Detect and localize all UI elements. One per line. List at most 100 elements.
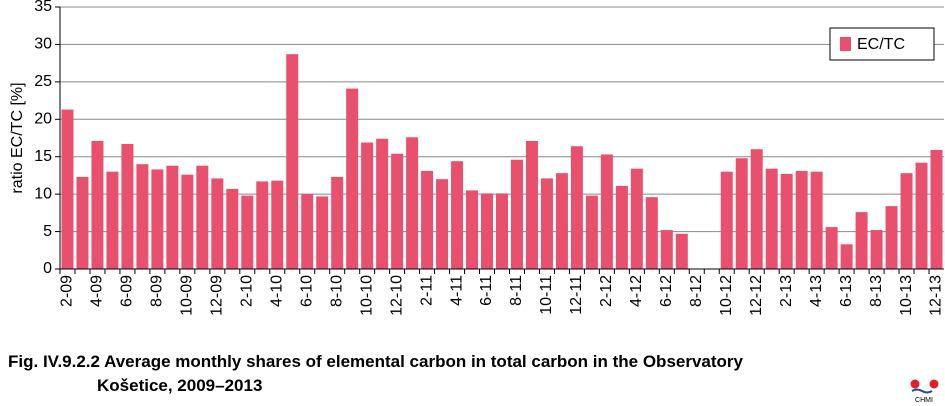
- bar: [346, 88, 359, 269]
- x-tick-label: 4-11: [448, 275, 465, 306]
- x-tick-label: 12-12: [748, 275, 765, 316]
- y-tick-label: 0: [43, 260, 52, 277]
- bar: [136, 164, 149, 269]
- x-tick-label: 2-09: [59, 275, 76, 307]
- bar: [570, 146, 583, 269]
- bar: [765, 168, 778, 269]
- x-tick-label: 2-13: [778, 275, 795, 307]
- y-tick-label: 25: [34, 73, 52, 90]
- bar: [361, 142, 374, 269]
- x-tick-label: 12-13: [928, 275, 945, 316]
- bar: [271, 180, 284, 269]
- bar: [256, 181, 269, 269]
- bar: [900, 173, 913, 269]
- bar: [810, 171, 823, 269]
- x-tick-label: 6-09: [119, 275, 136, 307]
- x-tick-label: 2-11: [418, 275, 435, 306]
- x-tick-label: 12-09: [209, 275, 226, 316]
- x-tick-label: 10-13: [898, 275, 915, 316]
- x-tick-label: 4-12: [628, 275, 645, 307]
- bar: [76, 176, 89, 269]
- bar: [376, 138, 389, 269]
- logo-wave: [911, 388, 933, 394]
- bar: [451, 161, 464, 269]
- bar: [600, 154, 613, 269]
- y-axis-label: ratio EC/TC [%]: [9, 82, 26, 193]
- bar: [855, 212, 868, 269]
- bar: [391, 153, 404, 269]
- y-tick-label: 5: [43, 223, 52, 240]
- bar: [151, 169, 164, 269]
- bar: [840, 244, 853, 269]
- bar: [525, 140, 538, 269]
- bar: [660, 230, 673, 269]
- bar: [286, 54, 299, 269]
- logo-dot: [910, 379, 920, 389]
- x-tick-label: 10-09: [179, 275, 196, 316]
- bar: [316, 196, 329, 269]
- x-tick-label: 10-12: [718, 275, 735, 316]
- legend-swatch: [840, 37, 851, 51]
- bar: [615, 185, 628, 269]
- x-tick-label: 10-11: [538, 275, 555, 315]
- x-tick-label: 6-13: [838, 275, 855, 307]
- bar: [106, 171, 119, 269]
- bar: [720, 171, 733, 269]
- x-tick-label: 6-12: [658, 275, 675, 307]
- y-tick-label: 20: [34, 111, 52, 128]
- logo-dot: [929, 379, 939, 389]
- x-tick-label: 10-10: [358, 275, 375, 316]
- bar: [166, 165, 179, 269]
- bar: [735, 158, 748, 269]
- bar: [406, 137, 419, 269]
- legend-label: EC/TC: [857, 36, 905, 53]
- bar: [91, 140, 104, 269]
- bar: [301, 194, 314, 269]
- x-tick-label: 12-10: [388, 275, 405, 316]
- bar: [61, 109, 74, 269]
- bar: [181, 174, 194, 269]
- bar: [496, 193, 508, 269]
- bar: [555, 173, 568, 269]
- bar: [915, 162, 928, 269]
- bar: [630, 168, 643, 269]
- x-tick-label: 6-10: [298, 275, 315, 307]
- caption-line: Fig. IV.9.2.2 Average monthly shares of …: [8, 352, 744, 371]
- x-tick-label: 8-09: [149, 275, 166, 307]
- x-tick-label: 2-12: [598, 275, 615, 307]
- bar: [870, 230, 883, 269]
- bar: [196, 165, 209, 269]
- x-tick-label: 12-11: [568, 275, 585, 315]
- bar: [510, 159, 523, 269]
- x-tick-label: 8-11: [508, 275, 525, 306]
- bar: [421, 170, 434, 269]
- bar: [750, 149, 763, 269]
- bar: [241, 195, 254, 269]
- caption-line: Košetice, 2009–2013: [97, 376, 262, 395]
- bar: [645, 197, 658, 269]
- x-tick-label: 4-10: [268, 275, 285, 307]
- bar: [331, 176, 344, 269]
- bar: [226, 188, 239, 269]
- logo-text: CHMI: [915, 397, 933, 404]
- bar: [780, 173, 793, 269]
- logo: CHMI: [910, 379, 939, 404]
- bar: [795, 170, 808, 269]
- bar: [211, 178, 224, 269]
- bar: [675, 233, 688, 269]
- x-tick-label: 8-13: [868, 275, 885, 307]
- bar: [121, 143, 134, 269]
- x-tick-label: 2-10: [239, 275, 256, 307]
- bar: [540, 178, 553, 269]
- y-tick-label: 30: [34, 36, 52, 53]
- bar: [466, 190, 479, 269]
- bar: [930, 149, 943, 269]
- y-tick-label: 15: [34, 148, 52, 165]
- bar: [436, 179, 449, 269]
- x-tick-label: 8-12: [688, 275, 705, 307]
- bar: [885, 206, 898, 269]
- x-tick-label: 4-09: [89, 275, 106, 307]
- bar: [481, 193, 494, 269]
